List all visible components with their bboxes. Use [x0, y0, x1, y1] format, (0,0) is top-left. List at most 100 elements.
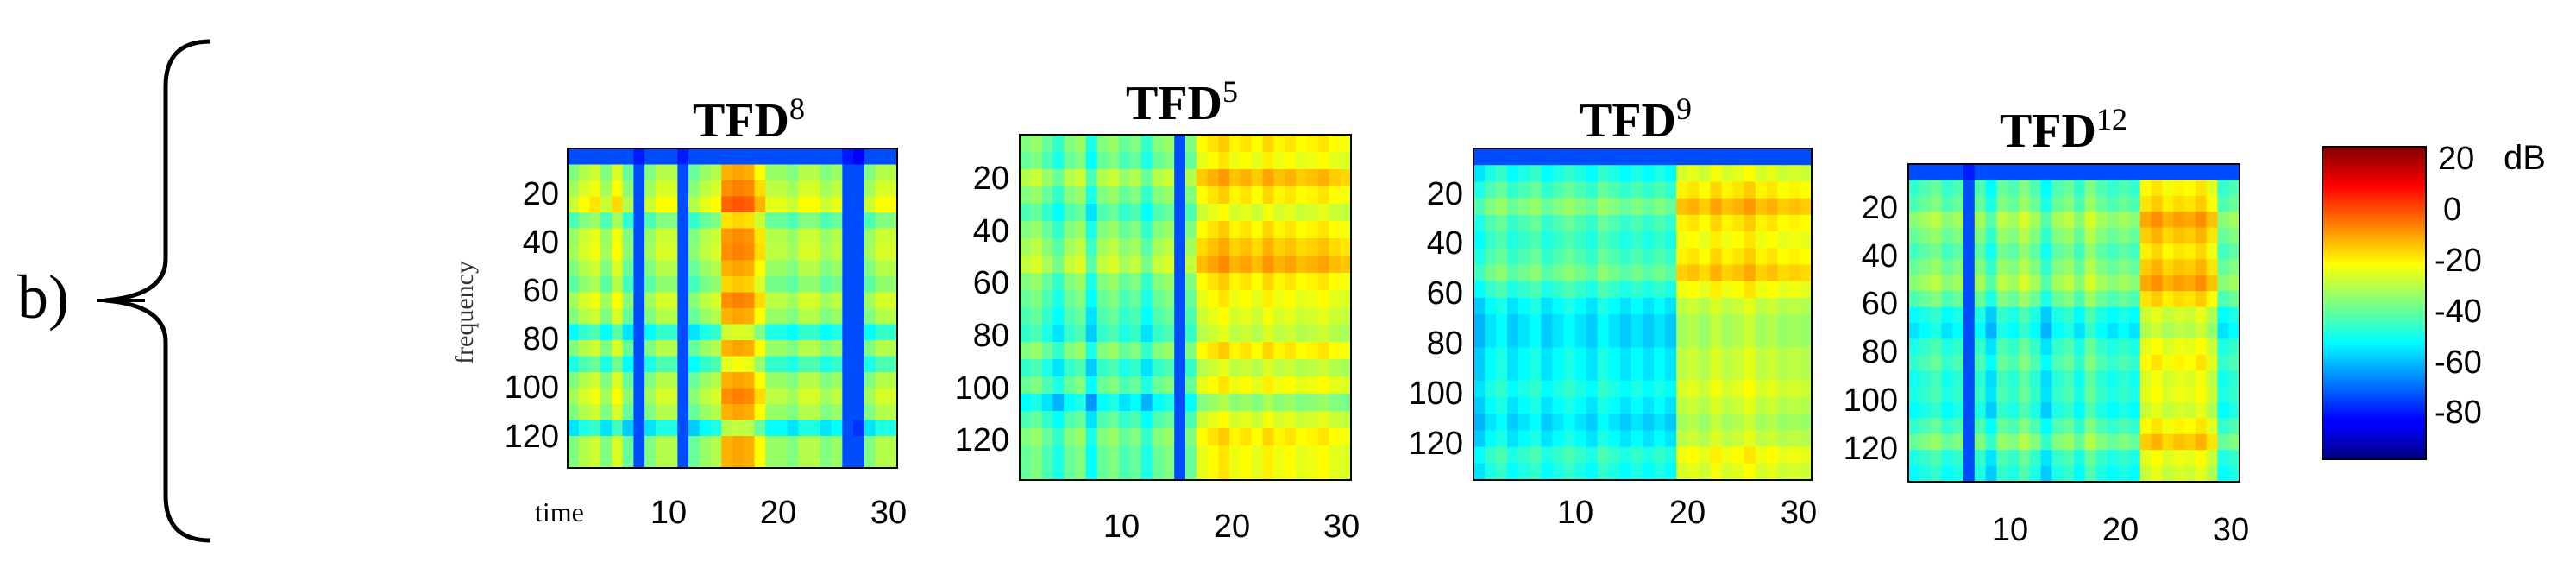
heatmap-cell	[853, 452, 865, 469]
heatmap-cell	[1241, 428, 1253, 446]
heatmap-cell	[842, 164, 854, 181]
y-tick-label: 20	[1427, 176, 1463, 212]
heatmap-cell	[886, 180, 898, 198]
heatmap-cell	[2063, 180, 2075, 197]
heatmap-cell	[1608, 446, 1621, 464]
heatmap-cell	[1485, 397, 1497, 414]
heatmap-cell	[2206, 418, 2218, 435]
y-tick-label: 120	[505, 419, 559, 455]
heatmap-cell	[2074, 227, 2086, 244]
heatmap-cell	[2151, 195, 2163, 212]
heatmap-cell	[1152, 428, 1164, 446]
heatmap-cell	[2095, 465, 2108, 483]
heatmap-cell	[688, 308, 701, 325]
heatmap-cell	[1030, 221, 1043, 239]
heatmap-cell	[853, 324, 865, 341]
heatmap-cell	[2139, 195, 2152, 212]
heatmap-cell	[1306, 256, 1319, 274]
heatmap-cell	[1207, 359, 1219, 377]
heatmap-cell	[2184, 354, 2196, 371]
heatmap-cell	[1985, 291, 1997, 308]
heatmap-cell	[1919, 291, 1932, 308]
heatmap-cell	[1597, 181, 1610, 199]
heatmap-cell	[1108, 152, 1120, 170]
heatmap-cell	[809, 324, 821, 341]
heatmap-cell	[1473, 297, 1486, 315]
heatmap-cell	[1075, 152, 1087, 170]
heatmap-cell	[1140, 445, 1153, 464]
heatmap-cell	[1041, 186, 1053, 205]
y-tick-label: 20	[523, 176, 559, 212]
heatmap-cell	[2162, 227, 2174, 244]
heatmap-cell	[1930, 433, 1942, 451]
heatmap-cell	[853, 244, 865, 262]
heatmap-cell	[1643, 347, 1655, 365]
heatmap-cell	[2217, 164, 2229, 180]
heatmap-cell	[1473, 264, 1486, 282]
heatmap-cell	[1185, 445, 1197, 464]
heatmap-cell	[1064, 394, 1076, 412]
heatmap-cell	[677, 196, 689, 213]
heatmap-cell	[864, 212, 876, 230]
heatmap-cell	[2129, 418, 2141, 435]
heatmap-cell	[677, 164, 689, 181]
heatmap-cell	[633, 404, 645, 421]
heatmap-cell	[1251, 238, 1264, 256]
heatmap-cell	[1229, 135, 1241, 153]
heatmap-cell	[1800, 181, 1813, 199]
heatmap-cell	[776, 324, 789, 341]
heatmap-cell	[1140, 411, 1153, 429]
heatmap-cell	[1974, 450, 1987, 467]
heatmap-cell	[644, 388, 657, 405]
heatmap-cell	[787, 308, 799, 325]
heatmap-cell	[2029, 386, 2042, 403]
heatmap-cell	[1207, 169, 1219, 187]
heatmap-cell	[1919, 354, 1932, 371]
heatmap-cell	[666, 212, 678, 230]
heatmap-cell	[886, 324, 898, 341]
heatmap-cell	[1140, 256, 1153, 274]
heatmap-cell	[842, 372, 854, 389]
heatmap-cell	[864, 404, 876, 421]
heatmap-cell	[1687, 198, 1700, 216]
heatmap-cell	[853, 228, 865, 245]
heatmap-cell	[1485, 414, 1497, 431]
heatmap-cell	[600, 148, 613, 166]
heatmap-cell	[2151, 338, 2163, 356]
heatmap-cell	[2162, 275, 2174, 292]
heatmap-cell	[1597, 198, 1610, 216]
heatmap-cell	[1985, 433, 1997, 451]
heatmap-cell	[666, 308, 678, 325]
heatmap-cell	[2139, 450, 2152, 467]
heatmap-cell	[622, 164, 634, 181]
heatmap-cell	[1676, 248, 1688, 265]
heatmap-cell	[1699, 314, 1711, 332]
x-tick-label: 30	[870, 495, 907, 531]
heatmap-cell	[864, 356, 876, 373]
heatmap-cell	[2184, 259, 2196, 276]
heatmap-cell	[831, 436, 843, 453]
heatmap-cell	[1052, 290, 1065, 308]
heatmap-cell	[1130, 325, 1142, 343]
heatmap-cell	[2095, 195, 2108, 212]
heatmap-cell	[1963, 402, 1976, 419]
heatmap-cell	[1229, 428, 1241, 446]
heatmap-cell	[1140, 307, 1153, 325]
heatmap-cell	[831, 228, 843, 245]
heatmap-cell	[1952, 418, 1964, 435]
heatmap-cell	[589, 340, 601, 357]
heatmap-cell	[1119, 445, 1131, 464]
heatmap-cell	[1163, 307, 1175, 325]
heatmap-cell	[1721, 198, 1734, 216]
colorbar-tick-label: 0	[2443, 192, 2461, 228]
heatmap-cell	[721, 452, 733, 469]
heatmap-cell	[1586, 446, 1599, 464]
plot-frame	[1473, 148, 1813, 481]
heatmap-cell	[1306, 273, 1319, 291]
heatmap-cell	[2184, 243, 2196, 260]
heatmap-cell	[2118, 164, 2130, 180]
heatmap-cell	[1229, 273, 1241, 291]
heatmap-cell	[1140, 342, 1153, 360]
heatmap-cell	[2184, 386, 2196, 403]
heatmap-cell	[875, 452, 887, 469]
